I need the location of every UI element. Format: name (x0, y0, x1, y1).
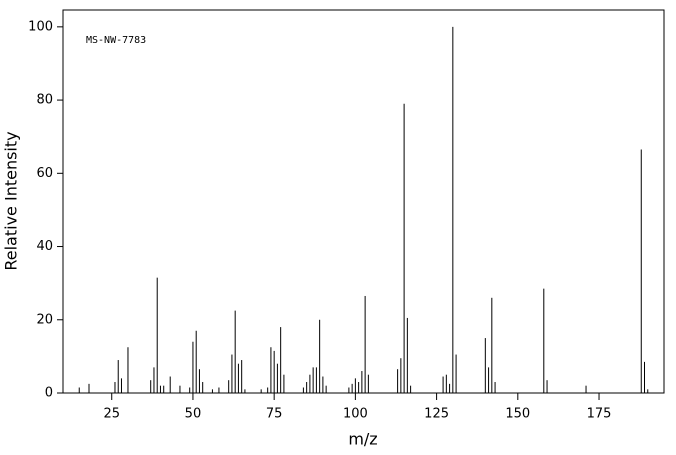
plot-frame (62, 9, 665, 394)
y-axis-label: Relative Intensity (2, 131, 21, 270)
x-tick-label: 75 (266, 407, 283, 422)
y-tick-label: 0 (45, 386, 53, 401)
y-tick-label: 60 (36, 166, 53, 181)
y-tick-label: 100 (28, 19, 53, 34)
x-tick-label: 50 (185, 407, 202, 422)
x-tick-label: 25 (103, 407, 120, 422)
x-tick-label: 175 (587, 407, 612, 422)
x-tick-label: 100 (343, 407, 368, 422)
x-tick-label: 125 (424, 407, 449, 422)
x-tick-label: 150 (505, 407, 530, 422)
y-tick-label: 40 (36, 239, 53, 254)
y-tick-label: 20 (36, 312, 53, 327)
annotation: MS-NW-7783 (86, 35, 146, 46)
x-axis-label: m/z (348, 430, 377, 449)
y-tick-label: 80 (36, 93, 53, 108)
